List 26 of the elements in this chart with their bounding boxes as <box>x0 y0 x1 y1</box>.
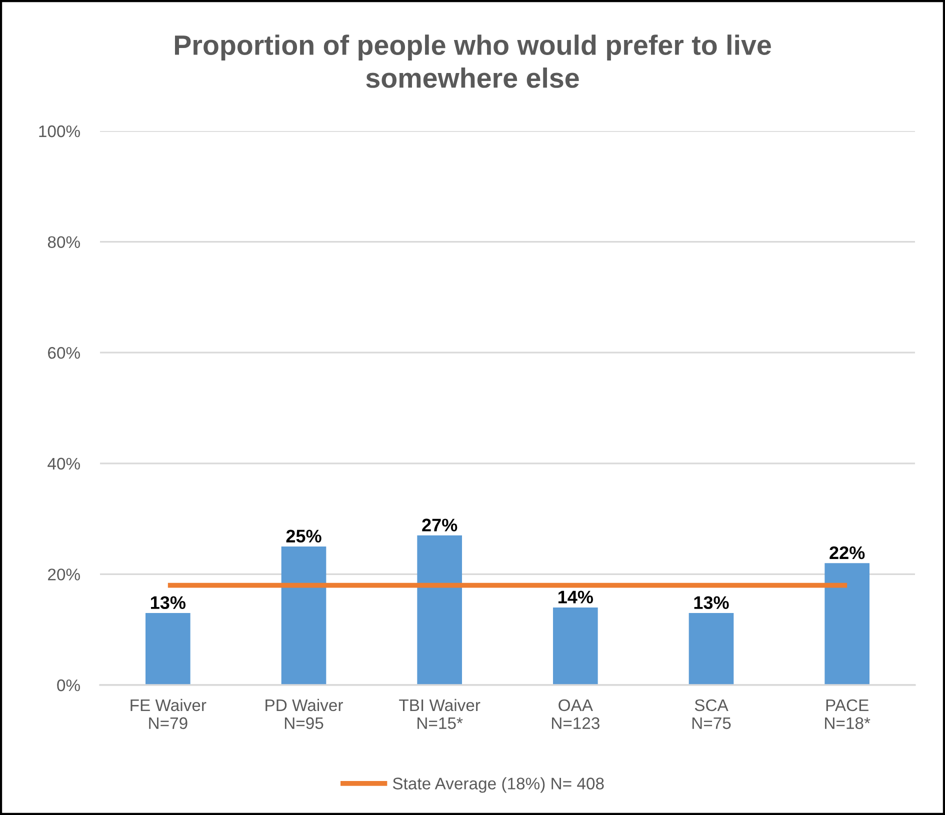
x-tick-label: FE Waiver N=79 <box>130 698 206 730</box>
bar <box>824 563 870 685</box>
data-label: 13% <box>150 596 186 610</box>
data-label: 14% <box>558 590 594 604</box>
data-label: 27% <box>422 518 458 532</box>
data-label: 25% <box>286 530 322 543</box>
bar <box>146 612 190 685</box>
y-tick-label: 0% <box>57 679 80 692</box>
x-tick-label: PACE N=18* <box>825 699 870 730</box>
x-tick-label: PD Waiver N=95 <box>266 698 343 730</box>
y-tick-label: 40% <box>48 458 80 470</box>
y-tick-label: 100% <box>39 125 80 138</box>
bar <box>688 612 734 685</box>
data-label: 13% <box>694 596 729 610</box>
legend-label: State Average (18%) N= 408 <box>392 777 604 793</box>
bar <box>281 546 326 685</box>
y-tick-label: 20% <box>48 568 80 580</box>
x-tick-label: TBI Waiver N=15* <box>399 698 480 730</box>
x-tick-label: OAA N=123 <box>552 699 600 730</box>
bar <box>417 535 462 685</box>
chart-title: Proportion of people who would prefer to live somewhere else <box>174 34 771 88</box>
y-tick-label: 60% <box>48 347 80 359</box>
y-tick-label: 80% <box>48 236 80 248</box>
data-label: 22% <box>830 546 865 560</box>
x-tick-label: SCA N=75 <box>692 699 731 730</box>
bar <box>553 607 598 685</box>
